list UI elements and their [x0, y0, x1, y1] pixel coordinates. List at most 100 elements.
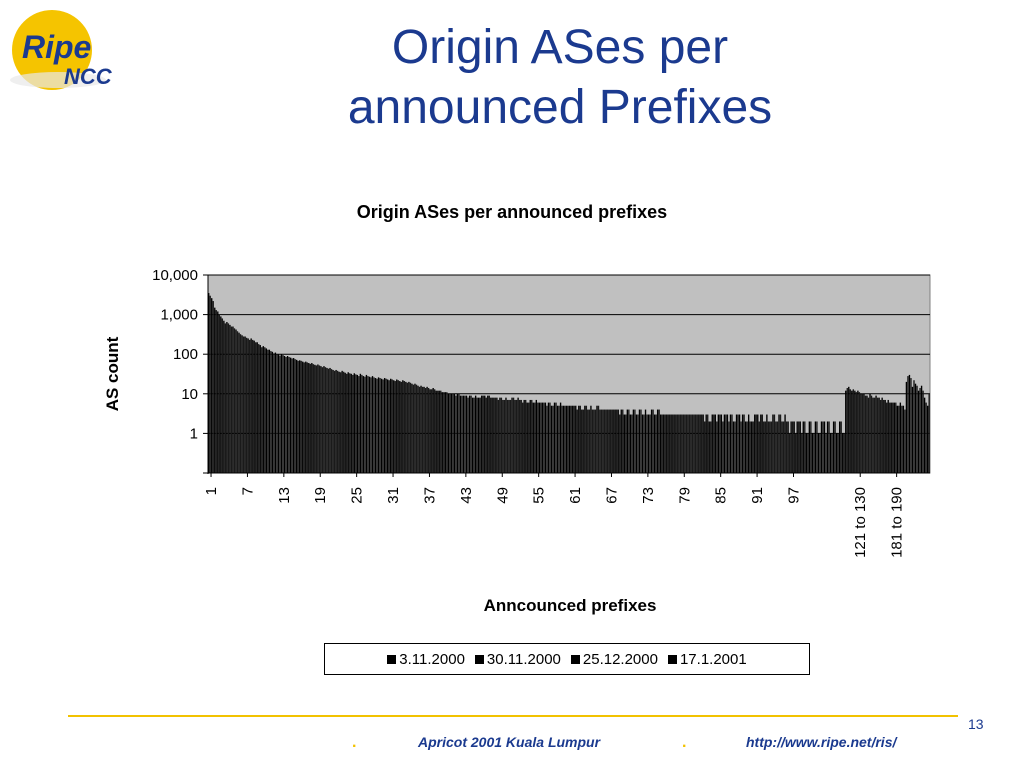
bar [476, 397, 478, 473]
bar [779, 414, 782, 473]
bar [318, 365, 321, 473]
bar [916, 385, 918, 473]
bar [687, 414, 689, 473]
bar [276, 354, 278, 473]
bar [691, 414, 694, 473]
bar [508, 399, 510, 473]
bar [268, 349, 271, 473]
bar [248, 339, 251, 473]
x-tick-label: 91 [749, 487, 766, 504]
bar [676, 414, 679, 473]
bar [843, 433, 845, 473]
bar [426, 386, 428, 473]
x-tick-label: 67 [603, 487, 620, 504]
bar [277, 354, 280, 473]
bar [292, 358, 295, 473]
bar [414, 383, 416, 473]
bar [232, 326, 234, 473]
bar [344, 372, 346, 473]
bar [717, 414, 720, 473]
bar [663, 414, 665, 473]
chart-title: Origin ASes per announced prefixes [357, 202, 667, 222]
bar [497, 399, 500, 473]
legend-swatch [474, 654, 484, 664]
bar [229, 324, 231, 473]
bar [612, 409, 615, 473]
bar [696, 414, 698, 473]
bar [599, 409, 601, 473]
bar [531, 399, 533, 473]
bar [565, 405, 568, 473]
y-tick-label: 1 [190, 425, 198, 442]
bar [741, 414, 744, 473]
bar [726, 414, 729, 473]
bar [518, 399, 521, 473]
bar [477, 397, 480, 473]
bar [854, 390, 856, 473]
bar [349, 373, 351, 473]
footer-url[interactable]: http://www.ripe.net/ris/ [746, 734, 897, 750]
bar [846, 388, 848, 473]
bar [546, 405, 548, 473]
bar [502, 399, 504, 473]
bar [388, 380, 390, 473]
bar [305, 361, 307, 473]
bar [919, 388, 921, 473]
bar [700, 414, 703, 473]
bar [775, 421, 777, 473]
bar [802, 421, 804, 473]
bar [265, 348, 268, 473]
bar [273, 353, 275, 473]
bar [437, 390, 439, 473]
bar [685, 414, 688, 473]
bar [697, 414, 700, 473]
bar [274, 352, 277, 473]
bar [259, 345, 261, 473]
legend-label: 17.1.2001 [679, 650, 747, 668]
bar [767, 421, 770, 473]
bar [579, 405, 581, 473]
bar [371, 376, 374, 473]
bar [493, 397, 495, 473]
bar [828, 421, 830, 473]
bar [716, 421, 718, 473]
x-tick-label: 49 [494, 487, 511, 504]
bar [831, 433, 833, 473]
x-tick-label: 1 [203, 487, 220, 495]
bar [884, 399, 886, 473]
bar [791, 421, 794, 473]
bar [887, 399, 889, 473]
bar [910, 378, 912, 473]
bar [672, 414, 674, 473]
bar [358, 376, 360, 473]
bar [876, 397, 879, 473]
bar [543, 402, 545, 473]
bar [209, 295, 211, 473]
bar [558, 405, 560, 473]
bar [746, 421, 748, 473]
bar [820, 421, 823, 473]
bar [456, 393, 459, 473]
bar [634, 409, 636, 473]
bar [380, 378, 383, 473]
bar [347, 372, 349, 473]
x-ticks: 1 7 13 19 25 31 37 43 49 55 61 67 73 79 85 91 97 121 to 1… [203, 473, 906, 558]
logo-text-ripe: Ripe [22, 29, 91, 65]
bar [440, 390, 442, 473]
bar [628, 409, 630, 473]
bar [858, 392, 861, 473]
bar [462, 395, 465, 473]
bar [221, 318, 224, 473]
bar [455, 395, 457, 473]
bar [781, 421, 783, 473]
x-tick-label: 31 [385, 487, 402, 504]
bar [532, 402, 534, 473]
bar [928, 393, 930, 473]
bar [585, 405, 588, 473]
bar [535, 399, 537, 473]
bar [567, 405, 569, 473]
bar [732, 421, 735, 473]
bar [415, 384, 418, 473]
bar [653, 414, 656, 473]
bar [361, 374, 363, 473]
